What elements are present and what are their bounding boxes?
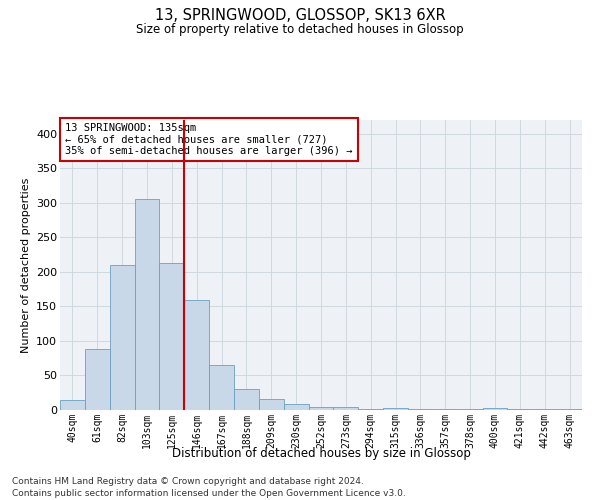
Bar [408,408,433,410]
Bar [134,200,160,410]
Bar [184,300,209,410]
Bar [284,404,308,410]
Bar [482,408,508,410]
Bar [358,408,383,410]
Bar [433,408,458,410]
Text: Size of property relative to detached houses in Glossop: Size of property relative to detached ho… [136,22,464,36]
Bar [209,365,234,410]
Text: 13 SPRINGWOOD: 135sqm
← 65% of detached houses are smaller (727)
35% of semi-det: 13 SPRINGWOOD: 135sqm ← 65% of detached … [65,123,353,156]
Bar [85,348,110,410]
Bar [110,265,134,410]
Bar [60,400,85,410]
Bar [334,407,358,410]
Bar [308,406,334,410]
Bar [160,263,184,410]
Bar [508,408,532,410]
Text: Distribution of detached houses by size in Glossop: Distribution of detached houses by size … [172,448,470,460]
Text: Contains HM Land Registry data © Crown copyright and database right 2024.: Contains HM Land Registry data © Crown c… [12,478,364,486]
Text: Contains public sector information licensed under the Open Government Licence v3: Contains public sector information licen… [12,489,406,498]
Bar [557,408,582,410]
Y-axis label: Number of detached properties: Number of detached properties [20,178,31,352]
Bar [234,390,259,410]
Text: 13, SPRINGWOOD, GLOSSOP, SK13 6XR: 13, SPRINGWOOD, GLOSSOP, SK13 6XR [155,8,445,22]
Bar [383,408,408,410]
Bar [259,399,284,410]
